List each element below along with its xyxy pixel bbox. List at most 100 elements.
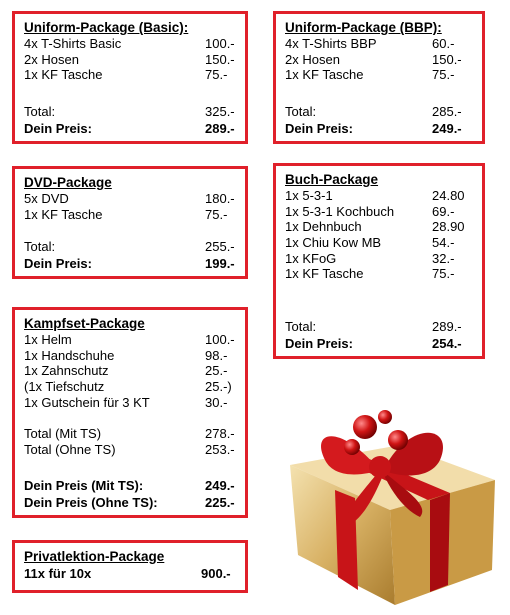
price-row: 1x Helm 100.- bbox=[24, 332, 236, 348]
price-row: Dein Preis: 249.- bbox=[285, 120, 473, 137]
item-label: Total (Ohne TS) bbox=[24, 441, 116, 457]
price-row: Total: 325.- bbox=[24, 104, 236, 120]
package-box: Uniform-Package (BBP): 4x T-Shirts BBP 60.… bbox=[273, 11, 485, 144]
item-price: 100.- bbox=[205, 332, 235, 347]
package-section: 5x DVD 180.- 1x KF Tasche 75.- bbox=[24, 191, 236, 222]
package-title: Kampfset-Package bbox=[24, 316, 145, 331]
price-row: 4x T-Shirts BBP 60.- bbox=[285, 36, 473, 52]
item-price: 30.- bbox=[205, 394, 228, 410]
item-price: 75.- bbox=[432, 67, 455, 83]
package-box: DVD-Package 5x DVD 180.- 1x KF Tasche 75.- To… bbox=[12, 166, 248, 279]
item-price: 150.- bbox=[432, 51, 462, 67]
item-price: 285.- bbox=[432, 104, 462, 120]
item-label: 1x KF Tasche bbox=[285, 266, 364, 282]
item-label: (1x Tiefschutz bbox=[24, 379, 105, 395]
item-label: 1x 5-3-1 Kochbuch bbox=[285, 203, 395, 219]
package-section: Total: 255.- Dein Preis: 199.- bbox=[24, 239, 236, 272]
item-label: 5x DVD bbox=[24, 191, 69, 206]
item-label: Total: bbox=[285, 319, 317, 335]
price-row: Total: 289.- bbox=[285, 319, 473, 335]
item-price: 289.- bbox=[432, 319, 462, 335]
price-row: Total: 285.- bbox=[285, 104, 473, 120]
item-price: 254.- bbox=[432, 336, 462, 351]
price-row: Dein Preis: 254.- bbox=[285, 335, 473, 352]
package-box: Privatlektion-Package 11x für 10x 900.- bbox=[12, 540, 248, 593]
package-section: Total: 285.- Dein Preis: 249.- bbox=[285, 104, 473, 137]
package-section: 4x T-Shirts Basic 100.- 2x Hosen 150.- 1x KF… bbox=[24, 36, 236, 83]
item-label: 1x Gutschein für 3 KT bbox=[24, 394, 150, 410]
item-label: 11x für 10x bbox=[24, 566, 92, 581]
item-price: 180.- bbox=[205, 191, 235, 206]
item-price: 69.- bbox=[432, 203, 455, 219]
item-price: 98.- bbox=[205, 347, 228, 363]
item-label: 1x Zahnschutz bbox=[24, 363, 109, 379]
item-price: 325.- bbox=[205, 104, 235, 120]
item-label: Total: bbox=[24, 104, 56, 120]
package-title: Buch-Package bbox=[285, 172, 379, 187]
item-label: Dein Preis: bbox=[24, 121, 92, 136]
price-row: 2x Hosen 150.- bbox=[24, 52, 236, 68]
package-section: Dein Preis (Mit TS): 249.- Dein Preis (Ohn… bbox=[24, 477, 236, 511]
price-row: 1x Handschuhe 98.- bbox=[24, 348, 236, 364]
item-price: 54.- bbox=[432, 235, 455, 251]
item-label: 1x KFoG bbox=[285, 250, 337, 266]
item-price: 32.- bbox=[432, 250, 455, 266]
price-row: 1x KF Tasche 75.- bbox=[285, 266, 473, 282]
package-section: 4x T-Shirts BBP 60.- 2x Hosen 150.- 1x KF Ta… bbox=[285, 36, 473, 83]
package-section: Total (Mit TS) 278.- Total (Ohne TS) 253.- bbox=[24, 426, 236, 457]
item-price: 75.- bbox=[432, 266, 455, 282]
price-row: 1x Chiu Kow MB 54.- bbox=[285, 235, 473, 251]
item-label: 2x Hosen bbox=[24, 51, 79, 67]
item-label: 1x 5-3-1 bbox=[285, 188, 333, 203]
price-row: 1x KFoG 32.- bbox=[285, 251, 473, 267]
item-price: 278.- bbox=[205, 426, 235, 442]
price-row: Dein Preis: 289.- bbox=[24, 120, 236, 137]
price-row: (1x Tiefschutz 25.-) bbox=[24, 379, 236, 395]
item-label: Total: bbox=[24, 239, 56, 255]
item-price: 225.- bbox=[205, 495, 235, 510]
item-label: Dein Preis (Ohne TS): bbox=[24, 495, 158, 510]
price-row: Dein Preis: 199.- bbox=[24, 255, 236, 272]
package-title: Privatlektion-Package bbox=[24, 549, 165, 564]
price-row: 1x Gutschein für 3 KT 30.- bbox=[24, 395, 236, 411]
package-section: 11x für 10x 900.- bbox=[24, 565, 236, 582]
item-label: 1x KF Tasche bbox=[24, 206, 103, 222]
item-price: 249.- bbox=[432, 121, 462, 136]
price-row: 1x KF Tasche 75.- bbox=[24, 207, 236, 223]
item-label: 1x Helm bbox=[24, 332, 72, 347]
price-row: 1x 5-3-1 Kochbuch 69.- bbox=[285, 204, 473, 220]
price-row: 11x für 10x 900.- bbox=[24, 565, 236, 582]
item-price: 289.- bbox=[205, 121, 235, 136]
item-price: 255.- bbox=[205, 239, 235, 255]
price-row: 1x 5-3-1 24.80 bbox=[285, 188, 473, 204]
package-title: Uniform-Package (BBP): bbox=[285, 20, 442, 35]
item-price: 900.- bbox=[201, 566, 231, 581]
item-label: 1x KF Tasche bbox=[24, 67, 103, 83]
price-row: 5x DVD 180.- bbox=[24, 191, 236, 207]
item-label: 1x Chiu Kow MB bbox=[285, 235, 382, 251]
item-label: 4x T-Shirts BBP bbox=[285, 36, 377, 51]
package-box: Kampfset-Package 1x Helm 100.- 1x Handschuh… bbox=[12, 307, 248, 518]
price-row: Total: 255.- bbox=[24, 239, 236, 255]
package-box: Buch-Package 1x 5-3-1 24.80 1x 5-3-1 Kochbu… bbox=[273, 163, 485, 359]
item-label: 2x Hosen bbox=[285, 51, 340, 67]
item-price: 75.- bbox=[205, 67, 228, 83]
price-row: 1x KF Tasche 75.- bbox=[285, 67, 473, 83]
package-title: Uniform-Package (Basic): bbox=[24, 20, 189, 35]
package-section: Total: 289.- Dein Preis: 254.- bbox=[285, 319, 473, 352]
item-label: Total (Mit TS) bbox=[24, 426, 102, 442]
item-price: 25.-) bbox=[205, 379, 232, 395]
price-row: 2x Hosen 150.- bbox=[285, 52, 473, 68]
item-label: Dein Preis: bbox=[285, 121, 353, 136]
price-row: 1x Dehnbuch 28.90 bbox=[285, 219, 473, 235]
price-row: Total (Mit TS) 278.- bbox=[24, 426, 236, 442]
item-price: 75.- bbox=[205, 206, 228, 222]
item-label: 1x Handschuhe bbox=[24, 347, 115, 363]
item-label: 1x Dehnbuch bbox=[285, 219, 362, 235]
package-section: Total: 325.- Dein Preis: 289.- bbox=[24, 104, 236, 137]
item-label: Dein Preis (Mit TS): bbox=[24, 478, 144, 493]
item-price: 249.- bbox=[205, 478, 235, 493]
item-price: 100.- bbox=[205, 36, 235, 51]
item-price: 24.80 bbox=[432, 188, 465, 203]
